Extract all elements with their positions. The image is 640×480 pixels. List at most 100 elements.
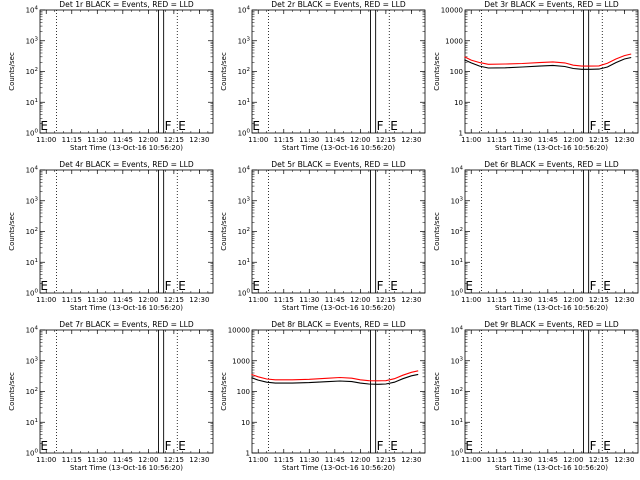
svg-text:100: 100 (26, 129, 39, 138)
x-axis-label: Start Time (13-Oct-16 10:56:20) (282, 304, 395, 312)
panel-title: Det 9r BLACK = Events, RED = LLD (484, 320, 619, 329)
x-tick-label: 11:45 (325, 296, 345, 304)
svg-text:102: 102 (238, 227, 250, 236)
x-tick-label: 11:45 (538, 456, 558, 464)
x-tick-label: 12:00 (138, 456, 158, 464)
x-tick-label: 11:15 (274, 296, 294, 304)
plot-frame (464, 169, 639, 294)
event-marker-label: E (390, 119, 398, 133)
y-axis-label: Counts/sec (433, 372, 441, 411)
detector-panel-4: Det 4r BLACK = Events, RED = LLD 100 101 10… (8, 160, 214, 312)
y-tick-label: 100 (26, 289, 39, 298)
x-tick-label: 11:45 (538, 136, 558, 144)
panel-title: Det 7r BLACK = Events, RED = LLD (59, 320, 194, 329)
y-tick-label: 103 (26, 36, 39, 45)
x-tick-label: 12:30 (614, 136, 634, 144)
event-marker-label: E (40, 439, 48, 453)
y-axis-label: Counts/sec (220, 212, 228, 251)
svg-text:103: 103 (26, 356, 39, 365)
svg-text:103: 103 (451, 196, 464, 205)
svg-text:102: 102 (26, 227, 38, 236)
svg-text:103: 103 (238, 196, 251, 205)
svg-text:104: 104 (26, 166, 39, 175)
y-tick-label: 104 (238, 166, 251, 175)
event-marker-label: E (40, 119, 48, 133)
y-tick-label: 102 (26, 387, 38, 396)
y-tick-label: 1 (246, 450, 250, 458)
event-marker-label: E (178, 439, 186, 453)
y-tick-label: 101 (26, 418, 38, 427)
x-tick-label: 11:15 (487, 136, 507, 144)
svg-text:104: 104 (26, 6, 39, 15)
svg-text:10000: 10000 (228, 327, 250, 335)
y-tick-label: 104 (451, 326, 464, 335)
svg-text:1000: 1000 (445, 37, 463, 45)
y-axis-label: Counts/sec (433, 212, 441, 251)
y-tick-label: 103 (451, 356, 464, 365)
x-tick-label: 11:15 (487, 296, 507, 304)
y-tick-label: 101 (26, 98, 38, 107)
plot-frame (464, 9, 639, 134)
svg-text:103: 103 (26, 36, 39, 45)
x-tick-label: 12:15 (376, 456, 396, 464)
y-tick-label: 101 (26, 258, 38, 267)
svg-text:1: 1 (459, 130, 463, 138)
y-tick-label: 103 (26, 356, 39, 365)
y-tick-label: 100 (450, 68, 463, 76)
x-tick-label: 11:30 (87, 296, 107, 304)
x-tick-label: 12:30 (189, 136, 209, 144)
svg-text:102: 102 (26, 67, 38, 76)
x-tick-label: 11:00 (248, 136, 268, 144)
y-tick-label: 102 (26, 227, 38, 236)
x-tick-label: 12:15 (589, 136, 609, 144)
x-tick-label: 12:30 (189, 456, 209, 464)
plot-frame (39, 9, 214, 134)
x-tick-label: 11:45 (113, 296, 133, 304)
svg-text:100: 100 (450, 68, 463, 76)
x-tick-label: 12:30 (614, 296, 634, 304)
x-tick-label: 11:30 (512, 136, 532, 144)
event-marker-label: F (377, 279, 384, 293)
y-tick-label: 10 (241, 419, 250, 427)
svg-text:102: 102 (451, 227, 463, 236)
x-axis-label: Start Time (13-Oct-16 10:56:20) (495, 464, 608, 472)
y-tick-label: 104 (238, 6, 251, 15)
x-tick-label: 11:00 (248, 456, 268, 464)
detector-panel-8: Det 8r BLACK = Events, RED = LLD 1 10 100 10… (220, 320, 426, 472)
detector-panel-2: Det 2r BLACK = Events, RED = LLD 100 101 10… (220, 0, 426, 152)
x-axis-label: Start Time (13-Oct-16 10:56:20) (70, 304, 183, 312)
x-tick-label: 12:15 (164, 296, 184, 304)
svg-text:1: 1 (246, 450, 250, 458)
svg-text:104: 104 (451, 326, 464, 335)
svg-text:104: 104 (26, 326, 39, 335)
y-tick-label: 104 (26, 166, 39, 175)
event-marker-label: E (178, 119, 186, 133)
y-tick-label: 104 (26, 6, 39, 15)
x-tick-label: 12:30 (189, 296, 209, 304)
y-tick-label: 103 (451, 196, 464, 205)
svg-text:103: 103 (451, 356, 464, 365)
y-tick-label: 104 (26, 326, 39, 335)
y-tick-label: 101 (451, 418, 463, 427)
plot-frame (251, 169, 426, 294)
y-tick-label: 103 (238, 36, 251, 45)
y-axis-label: Counts/sec (433, 52, 441, 91)
x-axis-label: Start Time (13-Oct-16 10:56:20) (495, 304, 608, 312)
event-marker-label: F (377, 439, 384, 453)
svg-text:101: 101 (238, 258, 250, 267)
y-axis-label: Counts/sec (220, 372, 228, 411)
svg-text:101: 101 (26, 418, 38, 427)
x-tick-label: 12:00 (350, 296, 370, 304)
y-tick-label: 100 (451, 449, 464, 458)
svg-text:103: 103 (26, 196, 39, 205)
svg-text:104: 104 (238, 166, 251, 175)
event-marker-label: E (603, 119, 611, 133)
x-tick-label: 11:30 (87, 136, 107, 144)
detector-panel-6: Det 6r BLACK = Events, RED = LLD 100 101 10… (433, 160, 639, 312)
x-axis-label: Start Time (13-Oct-16 10:56:20) (70, 144, 183, 152)
svg-text:100: 100 (237, 388, 250, 396)
event-marker-label: F (165, 439, 172, 453)
x-axis-label: Start Time (13-Oct-16 10:56:20) (495, 144, 608, 152)
y-tick-label: 10 (454, 99, 463, 107)
x-tick-label: 12:00 (350, 456, 370, 464)
